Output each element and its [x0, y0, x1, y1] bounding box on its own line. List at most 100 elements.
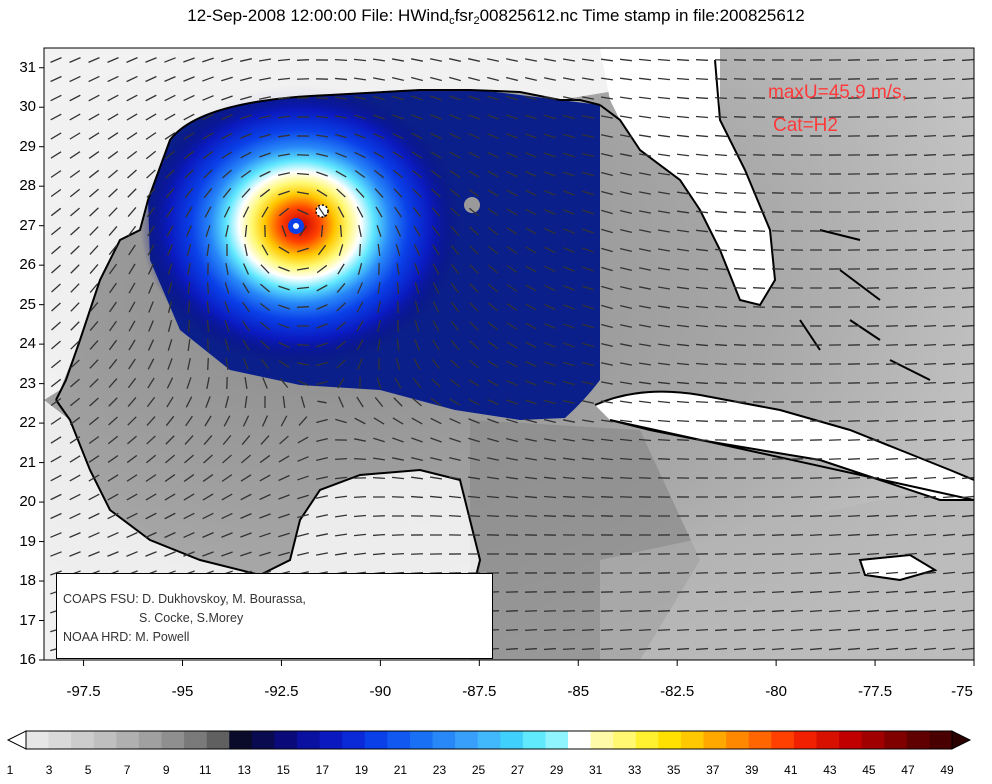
wind-arrow: [242, 320, 250, 332]
colorbar-swatch: [319, 731, 343, 749]
lat-tick-label: 16: [19, 651, 36, 668]
wind-arrow: [107, 551, 119, 557]
wind-arrow: [961, 172, 974, 176]
wind-arrow: [904, 438, 918, 442]
wind-arrow: [506, 399, 518, 405]
wind-arrow: [828, 628, 842, 632]
wind-arrow: [904, 363, 918, 365]
wind-arrow: [146, 416, 156, 426]
wind-arrow: [600, 629, 614, 631]
wind-arrow: [581, 476, 595, 480]
wind-arrow: [259, 170, 271, 178]
wind-arrow: [164, 76, 176, 82]
wind-arrow: [296, 286, 310, 290]
wind-arrow: [431, 225, 441, 237]
wind-arrow: [411, 437, 423, 443]
colorbar-swatch: [703, 731, 727, 749]
wind-arrow: [506, 437, 518, 443]
wind-arrow: [167, 358, 173, 370]
wind-arrow: [240, 114, 252, 120]
wind-arrow: [828, 458, 842, 460]
wind-arrow: [107, 474, 119, 482]
wind-arrow: [147, 244, 155, 256]
colorbar-label: 49: [940, 763, 954, 777]
wind-arrow: [50, 94, 62, 102]
colorbar-swatch: [635, 731, 659, 749]
wind-arrow: [487, 379, 499, 387]
colorbar-label: 35: [667, 763, 681, 777]
wind-arrow: [695, 647, 709, 651]
wind-arrow: [771, 609, 785, 613]
colorbar-label: 27: [510, 763, 525, 777]
wind-arrow: [601, 153, 613, 157]
wind-arrow: [563, 380, 575, 386]
wind-arrow: [69, 113, 81, 121]
wind-arrow: [714, 153, 728, 157]
wind-arrow: [354, 151, 366, 159]
wind-arrow: [223, 206, 231, 218]
wind-arrow: [148, 282, 154, 294]
wind-arrow: [581, 438, 595, 442]
wind-arrow: [108, 226, 118, 236]
wind-arrow: [771, 571, 785, 575]
wind-arrow: [336, 359, 346, 369]
wind-arrow: [50, 207, 62, 217]
wind-arrow: [885, 438, 899, 442]
wind-arrow: [391, 476, 405, 480]
wind-arrow: [885, 457, 899, 461]
wind-arrow: [847, 514, 861, 518]
wind-arrow: [126, 150, 138, 160]
wind-arrow: [127, 377, 137, 389]
wind-arrow: [620, 228, 632, 234]
wind-arrow: [733, 135, 747, 137]
wind-arrow: [187, 300, 191, 314]
wind-arrow: [923, 647, 937, 651]
wind-arrow: [544, 418, 556, 424]
wind-arrow: [563, 342, 575, 348]
wind-arrow: [278, 341, 290, 349]
wind-arrow: [676, 134, 690, 138]
wind-arrow: [430, 417, 442, 425]
wind-arrow: [126, 94, 138, 102]
wind-arrow: [88, 455, 100, 463]
lon-tick-label: -95: [171, 683, 194, 700]
wind-arrow: [413, 244, 421, 256]
wind-arrow: [619, 457, 633, 461]
wind-arrow: [733, 286, 747, 290]
wind-arrow: [469, 226, 479, 236]
wind-arrow: [923, 476, 937, 480]
wind-arrow: [392, 114, 404, 120]
wind-arrow: [904, 211, 918, 213]
wind-arrow: [411, 457, 423, 461]
wind-arrow: [885, 533, 899, 537]
wind-arrow: [334, 96, 348, 100]
wind-arrow: [126, 113, 138, 121]
wind-arrow: [186, 377, 192, 389]
wind-arrow: [619, 400, 633, 404]
wind-arrow: [676, 58, 690, 62]
wind-arrow: [259, 302, 271, 312]
wind-arrow: [70, 283, 80, 293]
wind-arrow: [543, 58, 557, 62]
wind-arrow: [88, 57, 100, 63]
wind-arrow: [714, 572, 728, 574]
wind-arrow: [619, 58, 633, 62]
wind-arrow: [942, 571, 956, 575]
land-florida: [600, 48, 775, 305]
wind-arrow: [923, 381, 937, 385]
wind-arrow: [714, 210, 728, 214]
axis-ticks: [39, 67, 975, 666]
wind-arrow: [942, 362, 956, 366]
wind-arrow: [752, 534, 766, 536]
wind-arrow: [107, 493, 119, 501]
wind-arrow: [942, 96, 956, 100]
wind-arrow: [279, 377, 289, 389]
wind-arrow: [752, 249, 766, 251]
wind-arrow: [334, 533, 348, 537]
wind-arrow: [752, 306, 766, 308]
wind-arrow: [468, 379, 480, 387]
wind-arrow: [525, 227, 537, 235]
wind-arrow: [600, 77, 614, 81]
wind-arrow: [923, 609, 937, 613]
wind-arrow: [563, 190, 575, 196]
